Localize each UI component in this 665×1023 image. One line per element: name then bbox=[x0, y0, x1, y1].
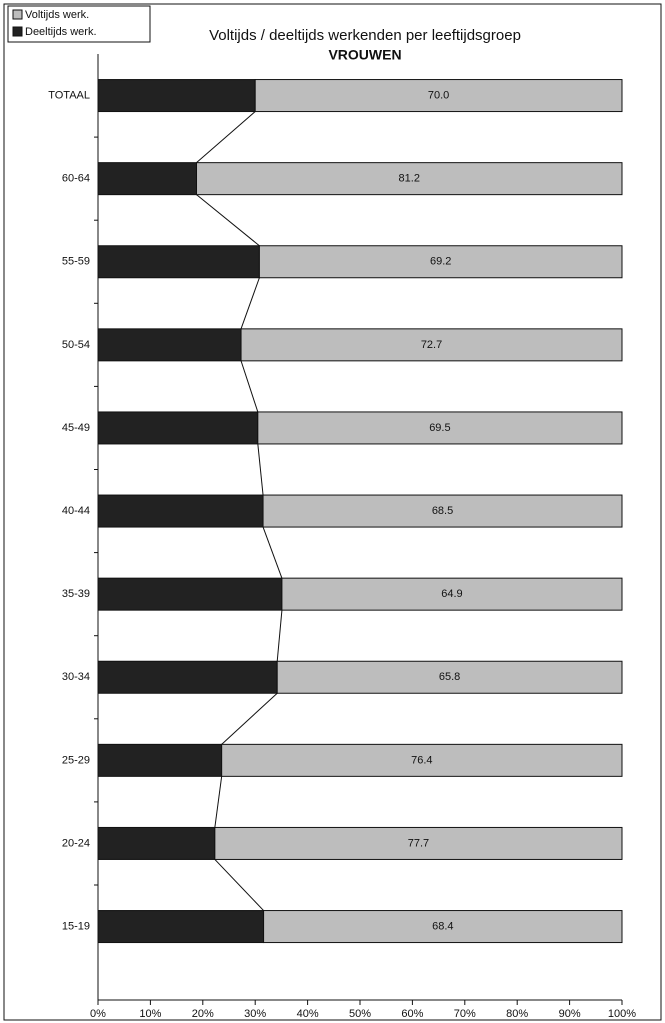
bar-segment bbox=[276, 660, 623, 694]
value-label: 68.4 bbox=[432, 920, 453, 932]
bar-segment bbox=[240, 328, 623, 362]
bar-segment bbox=[258, 245, 623, 279]
value-label: 68.5 bbox=[432, 505, 453, 517]
value-label: 72.7 bbox=[421, 339, 442, 351]
chart-title: Voltijds / deeltijds werkenden per leeft… bbox=[209, 27, 521, 44]
bar-segment bbox=[221, 743, 623, 777]
series-line bbox=[257, 443, 264, 496]
y-tick-label: 55-59 bbox=[62, 256, 90, 268]
bar-segment bbox=[263, 910, 623, 944]
value-label: 65.8 bbox=[439, 671, 460, 683]
value-label: 69.2 bbox=[430, 256, 451, 268]
series-line bbox=[240, 277, 260, 330]
legend-label: Voltijds werk. bbox=[25, 9, 89, 21]
bar-segment bbox=[97, 826, 216, 860]
series-line bbox=[196, 194, 260, 247]
bar-segment bbox=[97, 910, 265, 944]
x-tick-label: 100% bbox=[608, 1008, 636, 1020]
series-line bbox=[240, 360, 259, 413]
frame bbox=[3, 3, 662, 1021]
y-tick-label: 25-29 bbox=[62, 754, 90, 766]
y-tick-label: 30-34 bbox=[62, 671, 90, 683]
y-tick-label: 40-44 bbox=[62, 505, 90, 517]
y-tick-label: 20-24 bbox=[62, 837, 90, 849]
x-tick-label: 30% bbox=[244, 1008, 266, 1020]
x-tick-label: 70% bbox=[454, 1008, 476, 1020]
value-label: 81.2 bbox=[399, 173, 420, 185]
bar-segment bbox=[97, 577, 283, 611]
bar-segment bbox=[97, 328, 242, 362]
bar-segment bbox=[97, 162, 198, 196]
value-label: 64.9 bbox=[441, 588, 462, 600]
value-label: 69.5 bbox=[429, 422, 450, 434]
x-tick-label: 0% bbox=[90, 1008, 106, 1020]
bar-segment bbox=[97, 411, 259, 445]
value-label: 77.7 bbox=[408, 837, 429, 849]
bar-segment bbox=[257, 411, 623, 445]
bar-segment bbox=[214, 826, 623, 860]
series-line bbox=[214, 859, 264, 911]
x-tick-label: 60% bbox=[401, 1008, 423, 1020]
bar-segment bbox=[97, 79, 256, 113]
x-tick-label: 50% bbox=[349, 1008, 371, 1020]
legend-label: Deeltijds werk. bbox=[25, 26, 97, 38]
series-line bbox=[276, 610, 283, 662]
series-line bbox=[214, 776, 223, 828]
bar-segment bbox=[262, 494, 623, 528]
bar-segment bbox=[196, 162, 623, 196]
x-tick-label: 10% bbox=[139, 1008, 161, 1020]
legend-box bbox=[7, 5, 151, 43]
bar-segment bbox=[281, 577, 623, 611]
y-tick-label: TOTAAL bbox=[48, 89, 90, 101]
bar-segment bbox=[97, 743, 223, 777]
series-line bbox=[196, 111, 256, 164]
y-tick-label: 60-64 bbox=[62, 173, 90, 185]
x-tick-label: 20% bbox=[192, 1008, 214, 1020]
legend-swatch bbox=[12, 9, 23, 20]
legend-swatch bbox=[12, 26, 23, 37]
y-tick-label: 35-39 bbox=[62, 588, 90, 600]
chart-subtitle: VROUWEN bbox=[328, 47, 401, 63]
bar-segment bbox=[97, 245, 260, 279]
bar-segment bbox=[97, 660, 278, 694]
bar-segment bbox=[97, 494, 264, 528]
y-tick-label: 15-19 bbox=[62, 920, 90, 932]
x-tick-label: 80% bbox=[506, 1008, 528, 1020]
series-line bbox=[262, 526, 283, 579]
series-line bbox=[221, 692, 278, 745]
value-label: 76.4 bbox=[411, 754, 432, 766]
x-tick-label: 40% bbox=[297, 1008, 319, 1020]
bar-segment bbox=[254, 79, 623, 113]
value-label: 70.0 bbox=[428, 89, 449, 101]
y-tick-label: 45-49 bbox=[62, 422, 90, 434]
x-tick-label: 90% bbox=[559, 1008, 581, 1020]
y-tick-label: 50-54 bbox=[62, 339, 90, 351]
